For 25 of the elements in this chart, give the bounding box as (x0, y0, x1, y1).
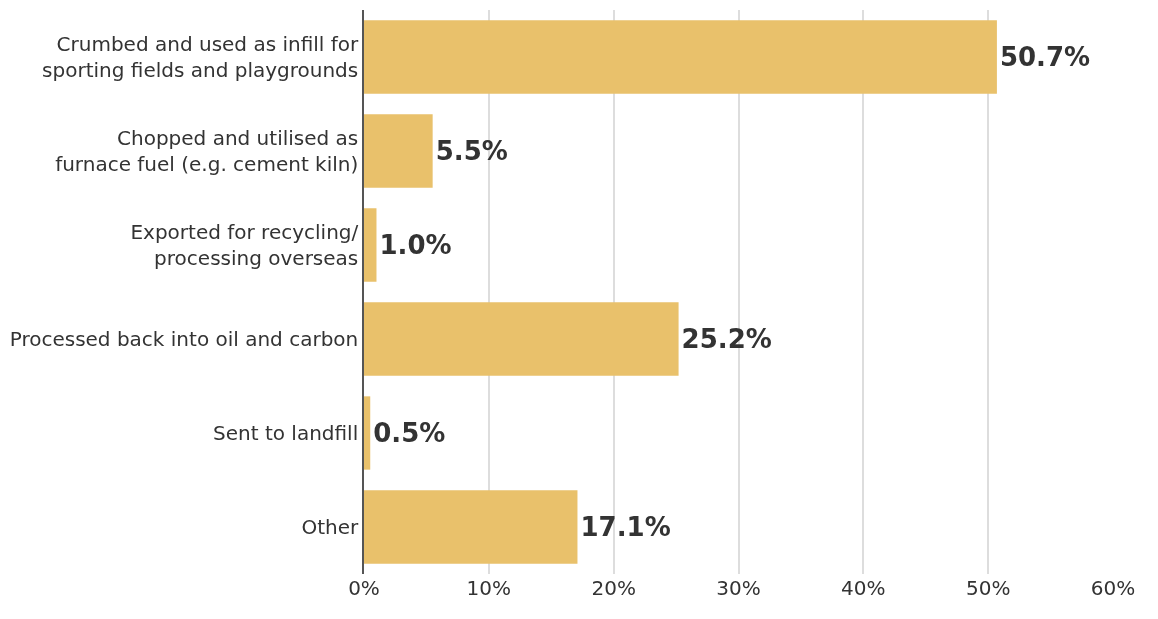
bar (364, 20, 997, 94)
data-label: 5.5% (435, 136, 508, 166)
y-tick-label: Crumbed and used as infill for sporting fields and playgrounds (42, 32, 360, 82)
x-tick-label: 0% (348, 576, 380, 600)
x-tick-label: 30% (716, 576, 761, 600)
data-label: 0.5% (373, 418, 446, 448)
y-tick-label: Exported for recycling/ processing overseas (130, 220, 359, 270)
y-tick-label: Other (301, 515, 360, 539)
bar (364, 208, 377, 282)
y-tick-label: Sent to landfill (213, 421, 359, 445)
bar (364, 302, 679, 376)
data-label: 25.2% (681, 324, 772, 354)
y-tick-label: Processed back into oil and carbon (9, 327, 359, 351)
y-tick-label: Chopped and utilised as furnace fuel (e.g. cement kiln) (55, 126, 359, 176)
x-tick-label: 20% (591, 576, 636, 600)
bar (364, 114, 433, 188)
bar (364, 396, 371, 470)
data-label: 17.1% (580, 512, 671, 542)
x-tick-label: 50% (965, 576, 1011, 600)
x-tick-label: 60% (1090, 576, 1136, 600)
data-label: 1.0% (379, 230, 452, 260)
data-label: 50.7% (999, 42, 1091, 72)
bar (364, 490, 578, 564)
x-tick-label: 40% (841, 576, 886, 600)
x-tick-label: 10% (466, 576, 512, 600)
